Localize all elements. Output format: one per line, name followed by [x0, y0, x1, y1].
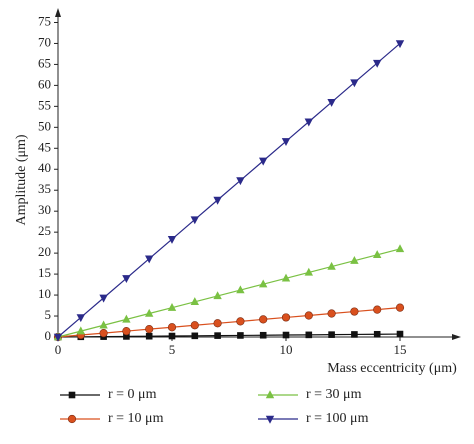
marker — [350, 307, 359, 316]
marker — [305, 331, 313, 339]
marker — [259, 157, 268, 166]
marker — [236, 317, 245, 326]
marker — [259, 279, 268, 288]
marker — [373, 59, 382, 68]
y-tick-label: 70 — [38, 34, 51, 49]
series-line — [57, 333, 401, 338]
y-tick-label: 45 — [38, 139, 51, 154]
marker — [76, 326, 85, 335]
series-line — [57, 42, 401, 338]
legend-label: r = 10 μm — [108, 411, 164, 426]
legend-label: r = 0 μm — [108, 387, 157, 402]
marker — [213, 196, 222, 205]
marker — [304, 311, 313, 320]
marker — [168, 332, 176, 340]
marker — [190, 216, 199, 225]
marker — [236, 177, 245, 186]
legend-marker — [68, 391, 76, 399]
legend-label: r = 100 μm — [306, 411, 369, 426]
series-line — [57, 307, 401, 338]
marker — [167, 235, 177, 244]
marker — [145, 308, 154, 317]
marker — [373, 330, 381, 338]
y-tick-label: 50 — [38, 118, 51, 133]
marker — [53, 333, 63, 342]
y-tick-label: 15 — [38, 265, 51, 280]
y-tick-label: 35 — [38, 181, 51, 196]
marker — [214, 332, 221, 339]
y-tick-label: 65 — [38, 55, 51, 70]
marker — [99, 329, 108, 338]
marker — [281, 138, 291, 146]
marker — [281, 273, 291, 282]
marker — [373, 305, 382, 314]
marker — [190, 321, 199, 330]
x-tick-label: 15 — [394, 342, 407, 357]
y-tick-label: 30 — [38, 202, 51, 217]
marker — [328, 331, 335, 338]
marker — [259, 331, 267, 339]
y-tick-label: 60 — [38, 76, 51, 91]
marker — [191, 332, 199, 340]
x-tick-label: 0 — [55, 342, 62, 357]
marker — [396, 330, 404, 338]
y-tick-label: 0 — [45, 328, 52, 343]
marker — [145, 325, 154, 334]
marker — [99, 320, 108, 329]
marker — [327, 261, 336, 270]
marker — [282, 331, 290, 339]
legend-marker — [265, 415, 275, 424]
marker — [236, 285, 245, 294]
marker — [281, 313, 291, 322]
marker — [395, 244, 405, 253]
marker — [145, 332, 153, 340]
marker — [122, 327, 131, 336]
marker — [373, 250, 382, 259]
y-axis-label: Amplitude (μm) — [14, 134, 29, 225]
y-tick-label: 10 — [38, 286, 51, 301]
marker — [167, 302, 177, 311]
x-axis-arrow — [452, 334, 461, 340]
y-tick-label: 5 — [45, 307, 52, 322]
marker — [351, 331, 358, 338]
y-tick-label: 40 — [38, 160, 51, 175]
y-tick-label: 55 — [38, 97, 51, 112]
y-tick-label: 75 — [38, 13, 51, 28]
marker — [145, 255, 154, 264]
marker — [167, 323, 177, 332]
legend-marker — [67, 414, 77, 424]
x-axis-label: Mass eccentricity (μm) — [327, 361, 457, 376]
x-tick-label: 5 — [169, 342, 176, 357]
marker — [327, 98, 336, 107]
marker — [213, 291, 222, 300]
y-tick-label: 25 — [38, 223, 51, 238]
marker — [123, 333, 130, 340]
marker — [213, 319, 222, 328]
marker — [350, 79, 359, 88]
marker — [76, 314, 85, 323]
marker — [237, 332, 244, 339]
marker — [304, 267, 313, 276]
marker — [395, 40, 405, 49]
x-tick-label: 10 — [280, 342, 293, 357]
marker — [259, 315, 268, 324]
legend-marker — [265, 390, 275, 399]
marker — [122, 275, 131, 283]
marker — [304, 118, 313, 127]
marker — [190, 297, 199, 305]
y-tick-label: 20 — [38, 244, 51, 259]
y-axis-arrow — [55, 8, 61, 17]
legend-label: r = 30 μm — [306, 387, 362, 402]
marker — [327, 309, 336, 318]
marker — [395, 303, 405, 312]
marker — [99, 294, 108, 303]
marker — [122, 314, 131, 323]
marker — [350, 255, 359, 264]
series-line — [57, 248, 401, 338]
